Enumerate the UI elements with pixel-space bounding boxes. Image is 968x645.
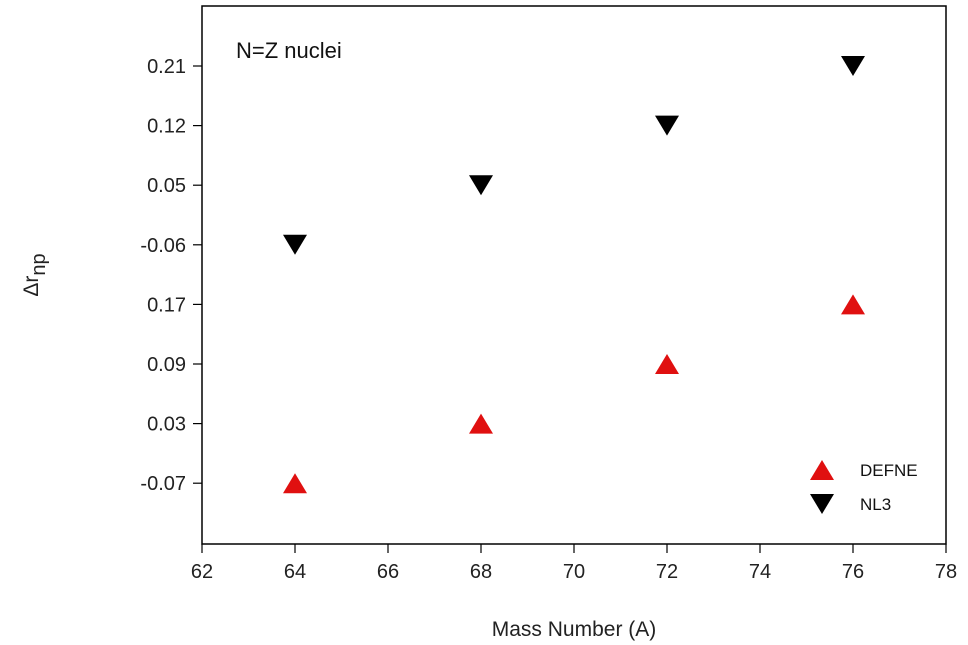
legend-label: NL3 bbox=[860, 495, 891, 514]
y-axis-title-subscript: np bbox=[28, 253, 50, 275]
y-tick-label: 0.17 bbox=[147, 294, 186, 316]
legend: DEFNE NL3 bbox=[810, 460, 918, 514]
legend-label: DEFNE bbox=[860, 461, 918, 480]
x-tick-label: 78 bbox=[935, 561, 957, 583]
y-tick-label: 0.21 bbox=[147, 56, 186, 78]
nl3-point bbox=[841, 56, 865, 76]
legend-marker-defne bbox=[810, 460, 834, 480]
y-axis-ticks: 0.21 0.12 0.05 -0.06 0.17 0.09 0.03 -0.07 bbox=[140, 56, 202, 495]
x-tick-label: 76 bbox=[842, 561, 864, 583]
defne-point bbox=[841, 294, 865, 315]
x-axis-title: Mass Number (A) bbox=[492, 618, 657, 641]
y-tick-label: 0.05 bbox=[147, 175, 186, 197]
x-tick-label: 68 bbox=[470, 561, 492, 583]
nl3-point bbox=[283, 234, 307, 255]
nl3-point bbox=[469, 175, 493, 196]
x-tick-label: 74 bbox=[749, 561, 771, 583]
chart-annotation: N=Z nuclei bbox=[236, 38, 342, 63]
x-tick-label: 64 bbox=[284, 561, 306, 583]
data-points bbox=[283, 56, 865, 494]
defne-point bbox=[655, 354, 679, 374]
plot-frame bbox=[201, 5, 947, 545]
x-tick-label: 62 bbox=[191, 561, 213, 583]
y-tick-label: 0.03 bbox=[147, 414, 186, 436]
x-axis-ticks: 62 64 66 68 70 72 74 76 78 bbox=[191, 544, 957, 583]
y-axis-title: Δrnp bbox=[20, 253, 50, 296]
y-tick-label: 0.12 bbox=[147, 116, 186, 138]
x-tick-label: 70 bbox=[563, 561, 585, 583]
legend-marker-nl3 bbox=[810, 494, 834, 514]
y-axis-title-main: Δr bbox=[20, 276, 43, 297]
defne-point bbox=[469, 413, 493, 434]
y-tick-label: -0.07 bbox=[140, 473, 186, 495]
x-tick-label: 72 bbox=[656, 561, 678, 583]
x-tick-label: 66 bbox=[377, 561, 399, 583]
y-tick-label: 0.09 bbox=[147, 354, 186, 376]
nl3-point bbox=[655, 115, 679, 136]
y-tick-label: -0.06 bbox=[140, 235, 186, 257]
defne-point bbox=[283, 473, 307, 494]
